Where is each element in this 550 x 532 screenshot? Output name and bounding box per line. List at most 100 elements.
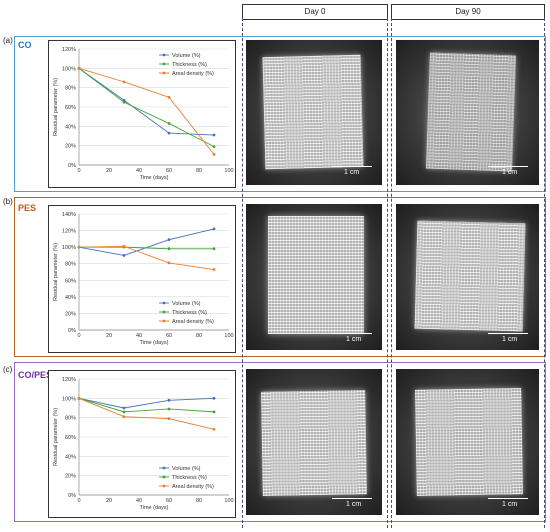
legend-label: Areal density (%) [172, 484, 214, 490]
y-tick-label: 40% [65, 295, 76, 301]
data-point [77, 396, 81, 400]
legend-marker [162, 475, 166, 479]
x-tick-label: 80 [196, 168, 202, 174]
data-point [212, 247, 216, 251]
x-tick-label: 20 [106, 498, 112, 504]
chart-a: 0% 20% 40% 60% 80% 100% 120% 0 20 40 60 80 100 Time (… [48, 40, 236, 188]
legend-label: Thickness (%) [172, 310, 207, 316]
y-tick-label: 140% [62, 212, 76, 218]
legend-label: Areal density (%) [172, 71, 214, 77]
x-tick-label: 20 [106, 333, 112, 339]
data-point [212, 227, 216, 231]
y-tick-label: 100% [62, 396, 76, 402]
scale-bar [488, 498, 528, 499]
y-axis-label: Residual parameter (%) [53, 408, 59, 466]
y-tick-label: 120% [62, 47, 76, 53]
x-tick-label: 60 [166, 498, 172, 504]
data-point [212, 133, 216, 137]
y-tick-label: 20% [65, 474, 76, 480]
panel-a-label: CO [18, 40, 32, 50]
panel-a-frame [14, 36, 546, 192]
x-tick-label: 0 [77, 498, 80, 504]
series-line-1 [78, 67, 215, 148]
data-point [212, 145, 216, 149]
photo-pes-day90: 1 cm [396, 204, 539, 350]
x-tick-label: 0 [77, 333, 80, 339]
legend-marker [162, 310, 166, 314]
fabric-sample [426, 52, 516, 172]
legend-label: Volume (%) [172, 53, 201, 59]
series-line-0 [78, 228, 215, 256]
panel-b-label: PES [18, 203, 37, 213]
y-tick-label: 80% [65, 86, 76, 92]
data-point [167, 261, 171, 265]
series-line-2 [78, 67, 215, 155]
header-day0: Day 0 [242, 4, 388, 20]
fabric-sample [261, 390, 367, 496]
x-tick-label: 40 [136, 333, 142, 339]
chart-b-svg: 0% 20% 40% 60% 80% 100% 120% 140% 0 20 40 60 80 100 Ti… [53, 212, 234, 346]
chart-c: 0% 20% 40% 60% 80% 100% 120% 0 20 40 60 80 100 Time (… [48, 370, 236, 518]
series-line-0 [78, 67, 215, 136]
scale-label: 1 cm [502, 501, 518, 508]
x-tick-label: 80 [196, 333, 202, 339]
legend-marker [162, 71, 166, 75]
scale-label: 1 cm [346, 501, 362, 508]
series-line-1 [78, 397, 215, 413]
scale-bar [488, 166, 528, 167]
y-tick-label: 100% [62, 245, 76, 251]
x-tick-label: 0 [77, 168, 80, 174]
x-tick-label: 80 [196, 498, 202, 504]
y-tick-label: 40% [65, 454, 76, 460]
photo-copes-day0: 1 cm [246, 369, 382, 515]
legend-marker [162, 53, 166, 57]
x-axis-label: Time (days) [140, 175, 169, 181]
y-tick-label: 0% [68, 163, 76, 169]
data-point [122, 406, 126, 410]
legend-label: Thickness (%) [172, 62, 207, 68]
scale-bar [332, 333, 372, 334]
data-point [77, 245, 81, 249]
data-point [167, 398, 171, 402]
day0-column-guide [242, 18, 388, 528]
legend-label: Thickness (%) [172, 475, 207, 481]
header-day90: Day 90 [391, 4, 545, 20]
x-tick-label: 100 [224, 168, 233, 174]
photo-co-day90: 1 cm [396, 40, 539, 185]
chart-c-svg: 0% 20% 40% 60% 80% 100% 120% 0 20 40 60 80 100 Time (… [53, 377, 234, 511]
data-point [167, 247, 171, 251]
data-point [122, 100, 126, 104]
y-tick-label: 120% [62, 377, 76, 383]
x-axis-label: Time (days) [140, 340, 169, 346]
data-point [212, 268, 216, 271]
y-tick-label: 60% [65, 105, 76, 111]
panel-b-frame [14, 197, 546, 357]
y-tick-label: 100% [62, 66, 76, 72]
scale-label: 1 cm [502, 169, 518, 176]
y-axis-label: Residual parameter (%) [53, 243, 59, 301]
panel-b-letter: (b) [3, 197, 13, 206]
data-point [122, 254, 126, 257]
fabric-sample [414, 220, 526, 332]
panel-c-label: CO/PES [18, 370, 53, 380]
data-point [122, 415, 126, 419]
data-point [122, 80, 126, 84]
y-tick-label: 80% [65, 416, 76, 422]
x-tick-label: 100 [224, 498, 233, 504]
x-tick-label: 40 [136, 168, 142, 174]
legend-label: Areal density (%) [172, 319, 214, 325]
x-tick-label: 40 [136, 498, 142, 504]
data-point [212, 152, 216, 156]
x-tick-label: 100 [224, 333, 233, 339]
panel-a-letter: (a) [3, 36, 13, 45]
data-point [122, 244, 126, 248]
data-point [167, 407, 171, 411]
scale-label: 1 cm [346, 336, 362, 343]
x-tick-label: 60 [166, 333, 172, 339]
legend-label: Volume (%) [172, 466, 201, 472]
series-line-2 [78, 397, 215, 430]
chart-b: 0% 20% 40% 60% 80% 100% 120% 140% 0 20 40 60 80 100 Ti… [48, 205, 236, 353]
chart-a-svg: 0% 20% 40% 60% 80% 100% 120% 0 20 40 60 80 100 Time (… [53, 47, 234, 181]
scale-bar [332, 166, 372, 167]
y-tick-label: 0% [68, 493, 76, 499]
